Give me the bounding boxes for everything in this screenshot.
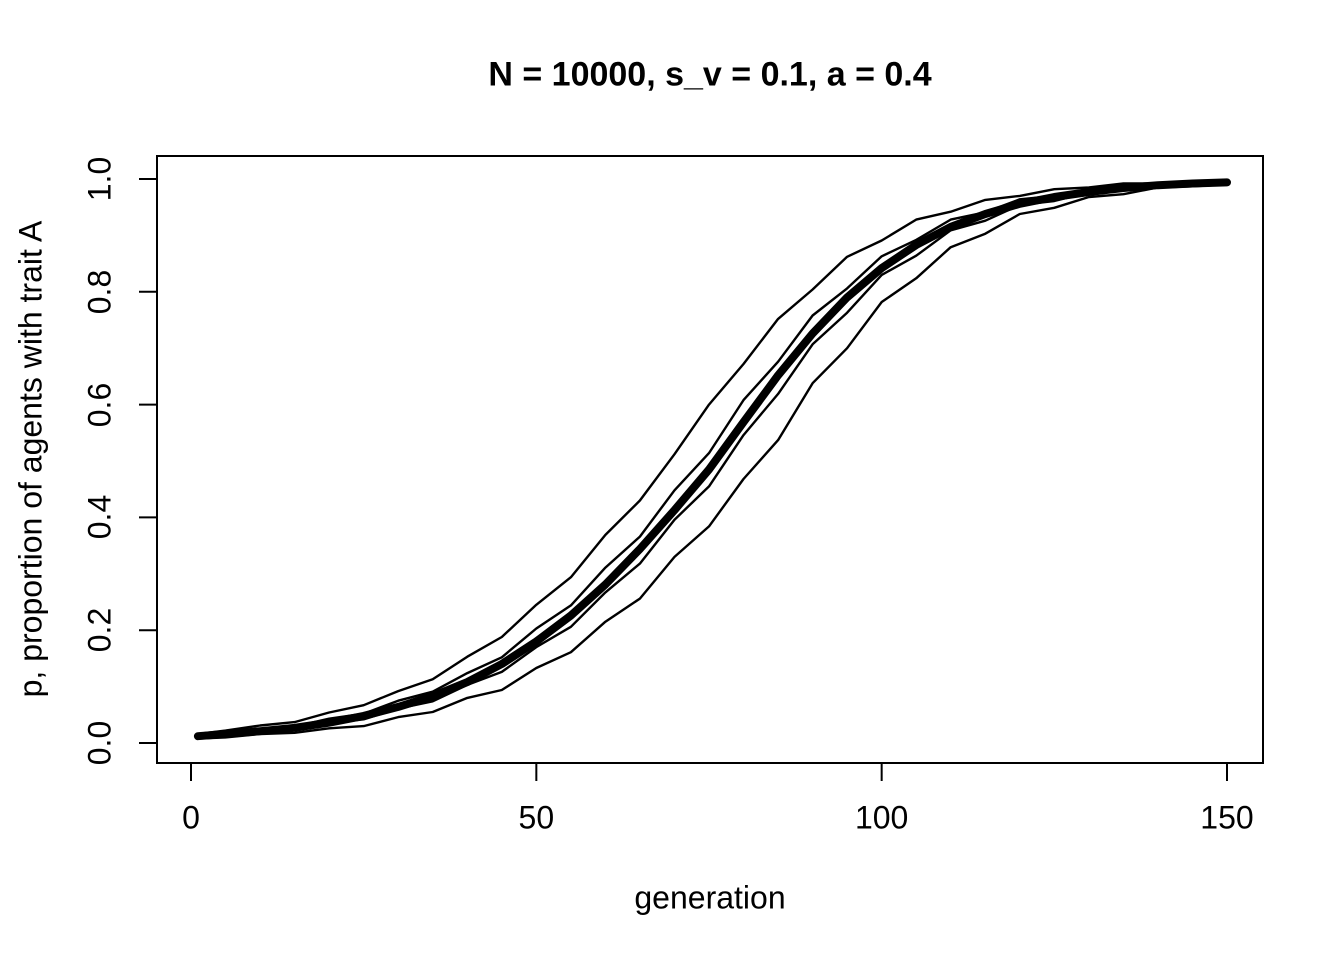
series-run-5 [196,183,1229,740]
x-tick-label: 100 [854,799,909,836]
x-axis-label: generation [634,879,786,916]
x-tick-label: 50 [518,799,555,836]
y-tick-label: 0.2 [81,607,118,653]
plot-frame [156,155,1264,764]
y-tick-label: 0.8 [81,269,118,315]
y-tick-label: 0.4 [81,495,118,540]
y-tick-label: 0.6 [81,382,118,427]
series-mean [193,178,1231,741]
x-tick-label: 0 [182,799,200,836]
y-tick-label: 0.0 [81,720,118,766]
y-axis-label: p, proportion of agents with trait A [12,220,49,698]
series-run-1 [196,180,1229,736]
plot-title: N = 10000, s_v = 0.1, a = 0.4 [488,55,932,94]
y-tick-label: 1.0 [81,156,118,202]
x-tick-label: 150 [1200,799,1254,836]
